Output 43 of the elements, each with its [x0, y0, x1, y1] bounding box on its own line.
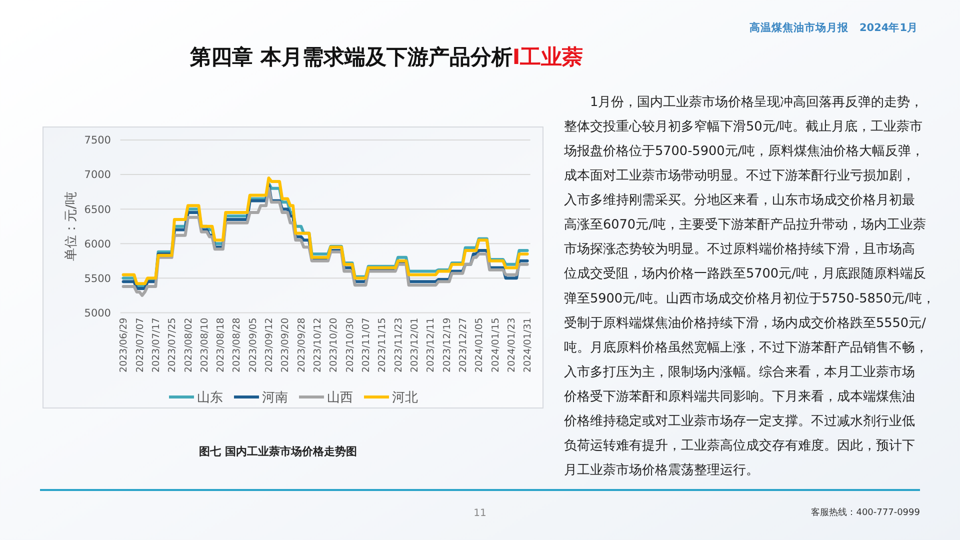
text: 1月份，国内工业萘市场价格呈现冲高回落再反弹的走势，整体交投重心较月初多窄幅下滑50元/吨。截止月底，工业萘市场报盘价格位于5700-5900元/吨，原料煤焦油价格大幅反弹，成本面对工业萘市场带动明显。不过下游苯酐行业亏损加剧，入市多维持刚需采买。分地区来看，山东市场成交价格月初最高涨至6070元/吨，主要受下游苯酐产品拉升带动，场内工业萘市场探涨态势较为明显。不过原料端价格持续下滑，且市场高位成交受阻，场内价格一路跌至5700元/吨，月底跟随原料端反弹至5900元/吨。山西市场成交价格月初位于5750-5850元/吨，受制于原料端煤焦油价格持续下滑，场内成交价格跌至5550元/吨。月底原料价格虽然宽幅上涨，不过下游苯酐产品销售不畅，入市多打压为主，限制场内涨幅。综合来看，本月工业萘市场价格受下游苯酐和原料端共同影响。下月来看，成本端煤焦油价格维持稳定或对工业萘市场存一定支撑。不过减水剂行业低负荷运转难有提升，工业萘高位成交存有难度。因此，预计下月工业萘市场价格震荡整理运行。 [564, 95, 935, 478]
x-tick-label: 2023/12/27 [458, 318, 469, 372]
x-tick-label: 2023/11/15 [377, 318, 388, 372]
text: 客服热线：400-777-0999 [811, 507, 920, 518]
x-tick-label: 2023/11/07 [361, 318, 372, 372]
y-tick-label: 6500 [84, 204, 111, 216]
x-tick-label: 2023/07/07 [134, 318, 146, 372]
y-tick-label: 7000 [84, 169, 111, 182]
x-tick-label: 2023/08/02 [183, 318, 194, 372]
legend-label: 河南 [262, 390, 288, 406]
y-axis-title: 单位：元/吨 [64, 192, 79, 262]
x-tick-label: 2023/07/25 [167, 318, 178, 372]
x-tick-label: 2023/10/20 [328, 318, 340, 372]
x-tick-label: 2023/09/12 [264, 318, 276, 372]
text: 高温煤焦油市场月报 2024年1月 [749, 21, 918, 34]
chart-title: 第四章 本月需求端及下游产品分析I工业萘 [189, 45, 584, 69]
x-tick-label: 2023/07/17 [150, 318, 162, 372]
legend-label: 山西 [327, 390, 353, 406]
legend-label: 山东 [197, 390, 223, 406]
legend-label: 河北 [392, 390, 418, 406]
x-tick-label: 2023/08/18 [216, 318, 227, 372]
x-tick-label: 2024/01/31 [522, 318, 534, 372]
y-tick-label: 6000 [84, 238, 111, 250]
x-tick-label: 2024/01/15 [490, 318, 502, 372]
x-tick-label: 2024/01/23 [506, 318, 518, 372]
text: 11 [474, 508, 486, 519]
x-tick-label: 2023/08/28 [232, 318, 243, 372]
x-tick-label: 2023/10/30 [344, 318, 356, 372]
x-tick-label: 2023/09/28 [296, 318, 308, 372]
x-tick-label: 2023/11/23 [393, 318, 404, 372]
x-tick-label: 2023/12/19 [442, 318, 453, 372]
x-tick-label: 2023/09/05 [248, 318, 259, 372]
y-tick-label: 5500 [84, 272, 111, 285]
text: 图七 国内工业萘市场价格走势图 [199, 445, 357, 458]
x-tick-label: 2023/10/12 [312, 318, 324, 372]
x-tick-label: 2023/08/10 [199, 318, 210, 372]
x-tick-label: 2023/12/01 [410, 318, 421, 372]
y-tick-label: 7500 [84, 134, 111, 147]
y-tick-label: 5000 [84, 307, 111, 320]
x-tick-label: 2024/01/05 [474, 318, 486, 372]
x-tick-label: 2023/09/20 [280, 318, 292, 372]
x-tick-label: 2023/12/11 [426, 318, 437, 372]
x-tick-label: 2023/06/29 [118, 318, 130, 372]
